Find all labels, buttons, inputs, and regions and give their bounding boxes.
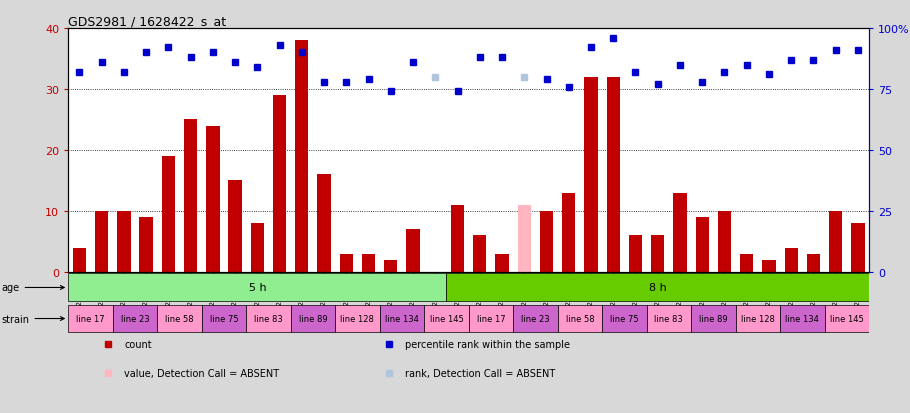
Bar	[740, 254, 753, 272]
Bar	[162, 157, 175, 272]
Bar	[691, 305, 735, 333]
Bar	[718, 211, 731, 272]
Bar	[824, 305, 869, 333]
Bar	[335, 305, 379, 333]
Text: line 83: line 83	[254, 314, 283, 323]
Text: line 128: line 128	[741, 314, 774, 323]
Bar	[184, 120, 197, 272]
Bar	[295, 41, 308, 272]
Text: 8 h: 8 h	[649, 283, 667, 293]
Text: line 145: line 145	[430, 314, 463, 323]
Text: strain: strain	[2, 314, 65, 324]
Text: line 134: line 134	[385, 314, 419, 323]
Text: line 17: line 17	[76, 314, 105, 323]
Bar	[607, 78, 620, 272]
Bar	[424, 305, 469, 333]
Text: 5 h: 5 h	[248, 283, 266, 293]
Bar	[339, 254, 353, 272]
Bar	[407, 230, 420, 272]
Bar	[68, 305, 113, 333]
Bar	[562, 193, 575, 272]
Bar	[851, 223, 864, 272]
Text: line 58: line 58	[565, 314, 594, 323]
Bar	[473, 236, 487, 272]
Bar	[450, 205, 464, 272]
Bar	[695, 218, 709, 272]
Bar	[763, 260, 775, 272]
Bar	[207, 126, 219, 272]
Bar	[139, 218, 153, 272]
Text: line 75: line 75	[209, 314, 238, 323]
Bar	[469, 305, 513, 333]
Bar	[602, 305, 647, 333]
Bar	[290, 305, 335, 333]
Bar	[558, 305, 602, 333]
Text: line 128: line 128	[340, 314, 374, 323]
Bar	[829, 211, 843, 272]
Bar	[157, 305, 202, 333]
Bar	[117, 211, 130, 272]
Bar	[629, 236, 642, 272]
Bar	[202, 305, 247, 333]
Text: line 23: line 23	[521, 314, 550, 323]
Bar	[673, 193, 687, 272]
Bar	[228, 181, 242, 272]
Text: rank, Detection Call = ABSENT: rank, Detection Call = ABSENT	[405, 368, 555, 378]
Bar	[250, 223, 264, 272]
Bar	[95, 211, 108, 272]
Text: value, Detection Call = ABSENT: value, Detection Call = ABSENT	[125, 368, 279, 378]
Text: percentile rank within the sample: percentile rank within the sample	[405, 339, 570, 349]
Bar	[651, 236, 664, 272]
Bar	[362, 254, 375, 272]
Bar	[318, 175, 330, 272]
Bar	[384, 260, 398, 272]
Bar	[273, 96, 287, 272]
Bar	[780, 305, 824, 333]
Text: line 75: line 75	[610, 314, 639, 323]
Bar	[247, 305, 290, 333]
Bar	[807, 254, 820, 272]
Text: GDS2981 / 1628422_s_at: GDS2981 / 1628422_s_at	[68, 15, 227, 28]
Bar	[584, 78, 598, 272]
Bar	[513, 305, 558, 333]
Bar	[68, 274, 447, 302]
Bar	[379, 305, 424, 333]
Bar	[447, 274, 869, 302]
Bar	[735, 305, 780, 333]
Text: line 83: line 83	[654, 314, 683, 323]
Bar	[495, 254, 509, 272]
Text: line 89: line 89	[699, 314, 728, 323]
Text: line 58: line 58	[165, 314, 194, 323]
Text: line 134: line 134	[785, 314, 819, 323]
Bar	[113, 305, 157, 333]
Bar	[540, 211, 553, 272]
Text: age: age	[2, 283, 65, 293]
Text: count: count	[125, 339, 152, 349]
Text: line 23: line 23	[121, 314, 149, 323]
Text: line 17: line 17	[477, 314, 505, 323]
Bar	[518, 205, 531, 272]
Text: line 145: line 145	[830, 314, 864, 323]
Text: line 89: line 89	[298, 314, 328, 323]
Bar	[784, 248, 798, 272]
Bar	[73, 248, 86, 272]
Bar	[647, 305, 691, 333]
